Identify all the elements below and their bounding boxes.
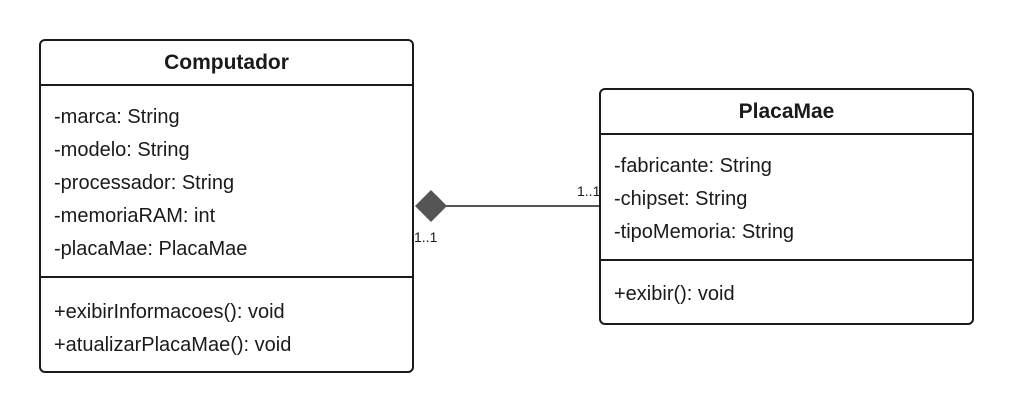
attribute-chipset: -chipset: String <box>614 188 748 210</box>
class-name-placamae: PlacaMae <box>601 90 972 135</box>
multiplicity-source: 1..1 <box>414 229 438 245</box>
attributes-section-placamae: -fabricante: String -chipset: String -ti… <box>601 135 972 261</box>
class-placamae[interactable]: PlacaMae -fabricante: String -chipset: S… <box>599 88 974 325</box>
attribute-marca: -marca: String <box>54 106 180 128</box>
methods-section-placamae: +exibir(): void <box>601 261 972 311</box>
attribute-tipo-memoria: -tipoMemoria: String <box>614 221 795 243</box>
method-exibir-informacoes: +exibirInformacoes(): void <box>54 301 285 323</box>
methods-section-computador: +exibirInformacoes(): void +atualizarPla… <box>41 278 412 362</box>
multiplicity-target: 1..1 <box>577 183 601 199</box>
composition-diamond-icon <box>415 190 447 222</box>
method-exibir: +exibir(): void <box>614 283 735 305</box>
attributes-section-computador: -marca: String -modelo: String -processa… <box>41 86 412 278</box>
attribute-fabricante: -fabricante: String <box>614 155 772 177</box>
attribute-memoria-ram: -memoriaRAM: int <box>54 205 216 227</box>
class-name-computador: Computador <box>41 41 412 86</box>
attribute-processador: -processador: String <box>54 172 235 194</box>
attribute-modelo: -modelo: String <box>54 139 190 161</box>
attribute-placa-mae: -placaMae: PlacaMae <box>54 238 248 260</box>
class-computador[interactable]: Computador -marca: String -modelo: Strin… <box>39 39 414 373</box>
method-atualizar-placa-mae: +atualizarPlacaMae(): void <box>54 334 292 356</box>
